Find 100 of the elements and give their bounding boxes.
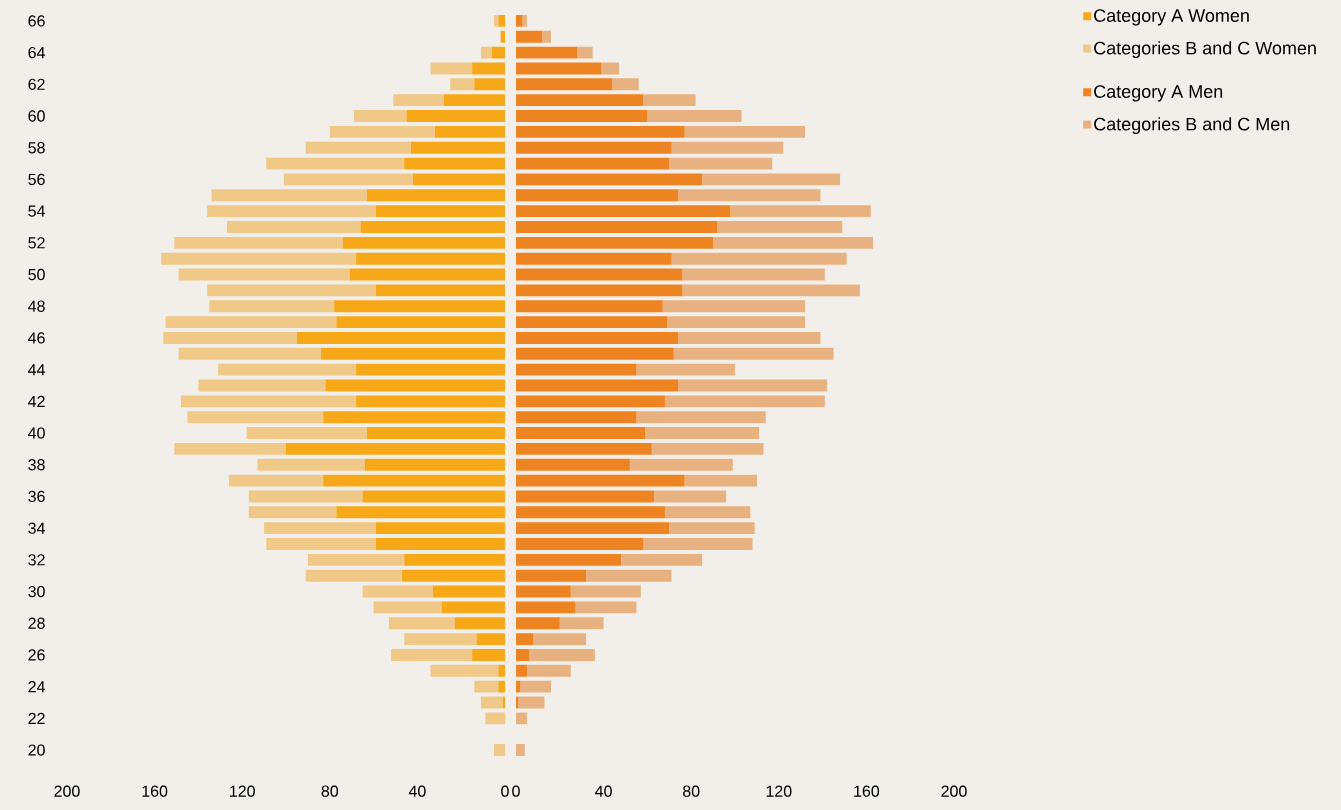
bar [516,506,665,519]
bar [391,649,473,661]
bar [516,379,679,392]
x-tick-label: 160 [854,785,880,797]
bar [498,14,505,27]
bar [559,617,604,630]
y-tick-label: 58 [28,142,45,154]
y-tick-label: 64 [28,46,45,59]
bar [516,78,613,91]
bar [229,474,324,487]
bar [516,157,670,170]
bar [356,252,505,265]
bar [671,252,847,265]
bar [667,316,806,329]
bar [516,363,637,376]
bar [360,221,505,233]
y-tick-label: 40 [28,427,45,439]
bar [393,94,444,107]
bar [283,173,414,186]
bar [702,173,841,186]
bar [454,617,505,630]
bar [516,141,672,154]
bar [178,347,322,360]
bar [349,268,505,281]
bar [678,379,827,392]
bar [323,411,505,424]
bar [480,696,503,709]
y-tick-label: 20 [28,744,45,756]
bar [474,78,505,91]
bar [356,395,505,408]
bar [586,569,672,582]
bar [516,744,525,756]
bar [430,62,473,75]
y-tick-label: 26 [28,649,45,661]
y-tick-label: 54 [28,205,45,217]
bar [494,744,505,756]
bar [180,395,357,408]
bar [516,221,718,233]
bar [636,411,766,424]
bar [516,553,622,566]
bar [516,331,679,344]
bar [684,474,757,487]
bar [577,46,593,59]
x-tick-label: 40 [408,785,426,797]
bar [636,363,736,376]
y-tick-label: 36 [28,490,45,503]
bar [296,331,505,344]
y-tick-label: 50 [28,268,45,281]
bar [651,442,764,455]
y-tick-label: 28 [28,617,45,629]
x-tick-label: 200 [54,785,80,797]
bar [329,125,435,138]
bar [516,173,703,186]
bar [336,506,505,519]
bar [516,62,602,75]
bar [516,458,630,471]
bar [516,14,523,27]
bar [375,205,505,218]
bar [485,712,505,725]
bar [518,696,545,709]
bar [516,569,587,582]
bar [342,236,505,249]
x-tick-label: 80 [321,785,339,797]
bar [516,284,683,297]
bar [717,221,843,233]
bar [226,221,361,233]
x-tick-label: 120 [766,785,792,797]
bar [522,14,527,27]
bar [612,78,639,91]
bar [325,379,505,392]
bar [375,538,505,550]
bar [443,94,505,107]
bar [621,553,703,566]
bar [529,649,595,661]
bar [450,78,475,91]
bar [441,601,505,614]
y-tick-label: 60 [28,110,45,122]
y-tick-label: 44 [28,364,45,376]
bar [516,316,668,329]
bar [713,236,873,249]
legend-label: Categories B and C Women [1094,41,1316,59]
bar [266,157,405,170]
bar [336,316,505,329]
bar [286,442,505,455]
bar [684,125,806,138]
bar [542,30,552,43]
bar [432,585,505,598]
bar [430,664,499,677]
bar [669,522,755,535]
bar [575,601,637,614]
bar [388,617,455,630]
bar [362,585,433,598]
bar [669,157,773,170]
bar [671,141,784,154]
bar [410,141,505,154]
bar [516,30,543,43]
bar [198,379,326,392]
bar [516,189,679,202]
bar [516,395,665,408]
legend-label: Category A Men [1094,85,1223,102]
